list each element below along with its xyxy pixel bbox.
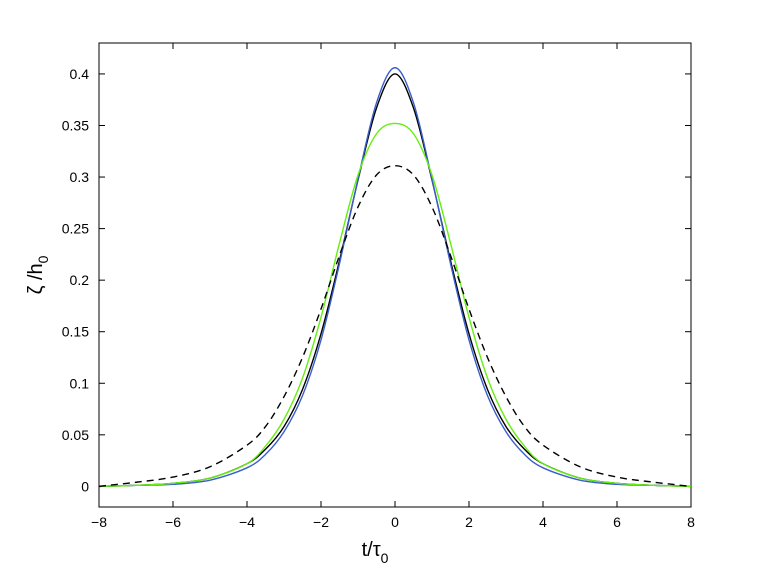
y-tick-label: 0.05 <box>62 427 89 443</box>
x-axis-label-sub: 0 <box>381 550 389 566</box>
x-tick-label: 0 <box>391 514 399 530</box>
x-tick-label: 8 <box>687 514 695 530</box>
y-tick-label: 0.2 <box>70 272 90 288</box>
y-tick-label: 0.4 <box>70 66 90 82</box>
y-tick-label: 0.25 <box>62 221 89 237</box>
y-axis-label-main: ζ /h <box>25 263 47 294</box>
x-tick-label: −8 <box>91 514 107 530</box>
ticks: −8 −6 −4 −2 0 2 4 6 8 0 0.05 0.1 0.15 0.2 0.25 0.3 0.35 0… <box>62 43 695 530</box>
y-tick-label: 0 <box>81 478 89 494</box>
x-axis-label: t/τ0 <box>362 539 389 566</box>
y-tick-label: 0.35 <box>62 117 89 133</box>
series-line-1 <box>98 73 692 488</box>
plot-frame <box>98 42 692 508</box>
x-axis-label-main: t/τ <box>362 539 381 561</box>
series-layer <box>98 67 692 488</box>
x-tick-label: 2 <box>465 514 473 530</box>
series-line-3 <box>98 122 692 488</box>
x-tick-label: −6 <box>165 514 181 530</box>
x-tick-label: 6 <box>613 514 621 530</box>
y-tick-label: 0.15 <box>62 324 89 340</box>
y-tick-label: 0.1 <box>70 375 90 391</box>
x-tick-label: 4 <box>539 514 547 530</box>
x-tick-label: −4 <box>239 514 255 530</box>
y-axis-label: ζ /h0 <box>25 255 51 294</box>
y-axis-label-sub: 0 <box>35 255 51 263</box>
series-line-2 <box>98 67 692 488</box>
y-tick-label: 0.3 <box>70 169 90 185</box>
x-tick-label: −2 <box>313 514 329 530</box>
series-line-4 <box>98 164 692 488</box>
